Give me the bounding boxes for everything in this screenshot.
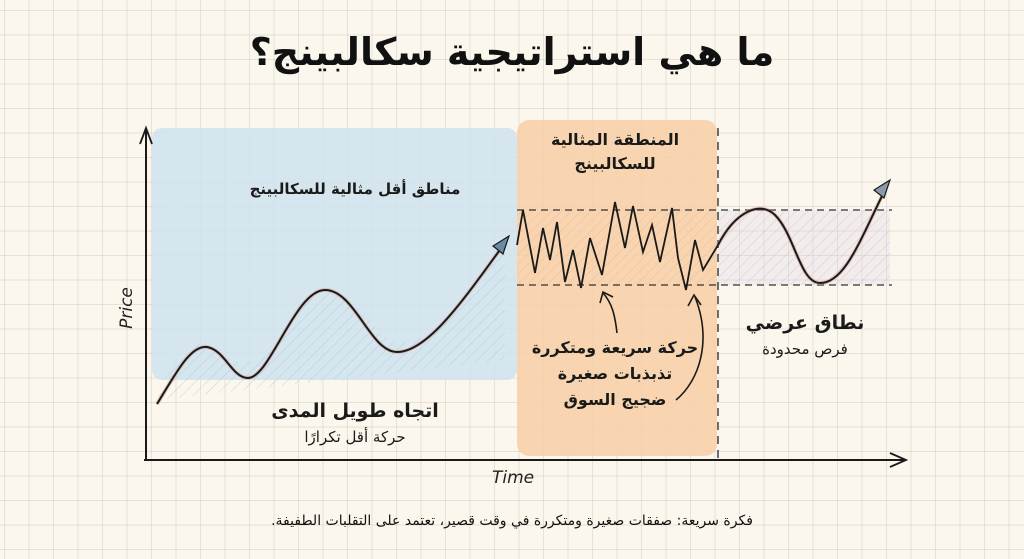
noise-annotation-line2: تذبذبات صغيرة <box>557 364 673 383</box>
x-axis-label: Time <box>492 468 535 488</box>
annotation-arrow-right <box>675 296 704 401</box>
y-axis-label: Price <box>116 287 137 329</box>
noise-annotation-line3: ضجيج السوق <box>563 390 667 409</box>
trend-heading: اتجاه طويل المدى <box>271 400 439 422</box>
y-axis-arrow <box>139 125 153 145</box>
noise-line <box>516 201 719 291</box>
long-term-hatch <box>158 245 505 400</box>
range-heading: نطاق عرضي <box>745 312 865 334</box>
range-subheading: فرص محدودة <box>762 340 848 358</box>
ideal-zone-label: المنطقة المثالية للسكالبينج <box>520 128 710 176</box>
ideal-zone <box>517 120 717 456</box>
annotation-arrow-left <box>602 292 618 334</box>
range-wave <box>717 189 886 285</box>
long-term-zone <box>152 128 517 380</box>
page-title: ما هي استراتيجية سكالبينج؟ <box>249 30 775 74</box>
range-arrowhead <box>872 178 892 200</box>
ideal-hatch <box>517 210 717 285</box>
long-term-zone-label: مناطق أقل مثالية للسكالبينج <box>249 180 461 198</box>
footer-note: فكرة سريعة: صفقات صغيرة ومتكررة في وقت ق… <box>271 513 753 529</box>
annotation-arrowhead-right <box>687 293 702 307</box>
annotation-arrowhead-left <box>599 290 614 304</box>
x-axis-arrow <box>889 452 909 468</box>
trend-arrowhead <box>491 234 511 256</box>
trend-line-ink <box>156 242 506 405</box>
noise-annotation: حركة سريعة ومتكررة تذبذبات صغيرة ضجيج ال… <box>520 335 710 413</box>
noise-annotation-line1: حركة سريعة ومتكررة <box>531 338 699 357</box>
ideal-zone-label-line1: المنطقة المثالية <box>550 130 680 149</box>
trend-subheading: حركة أقل تكرارًا <box>304 428 406 446</box>
ideal-zone-label-line2: للسكالبينج <box>574 154 656 173</box>
